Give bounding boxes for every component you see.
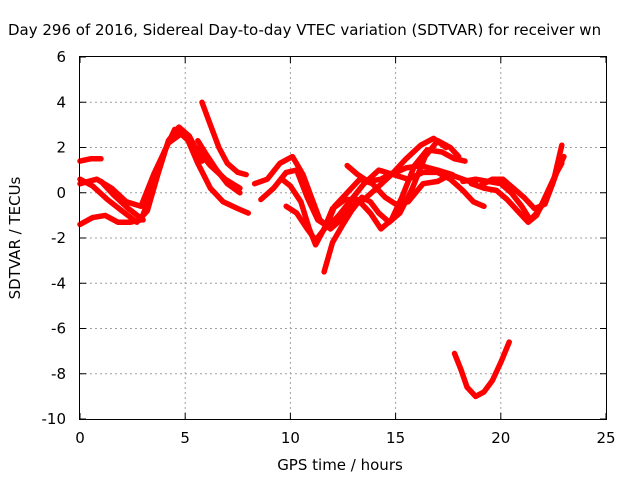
x-tick-label: 10 (281, 429, 300, 447)
x-tick-label: 15 (386, 429, 405, 447)
series-track-11 (283, 171, 479, 244)
y-tick-label: 4 (56, 93, 66, 111)
series-track-2 (77, 156, 104, 164)
x-tick-labels: 0 5 10 15 20 25 (75, 429, 615, 447)
y-tick-label: 0 (56, 184, 66, 202)
series-track-13 (344, 135, 449, 185)
y-tick-label: 2 (56, 139, 66, 157)
y-tick-label: -2 (51, 229, 66, 247)
series-track-4 (77, 124, 205, 225)
series-track-6 (199, 99, 249, 178)
x-tick-label: 25 (596, 429, 615, 447)
chart-title: Day 296 of 2016, Sidereal Day-to-day VTE… (8, 21, 601, 39)
y-tick-label: -4 (51, 274, 66, 292)
y-tick-labels: -10 -8 -6 -4 -2 0 2 4 6 (42, 48, 67, 428)
y-tick-label: -10 (42, 410, 67, 428)
y-axis-label: SDTVAR / TECUs (6, 176, 24, 299)
y-tick-label: -8 (51, 365, 66, 383)
series-track-12 (321, 137, 462, 275)
plot-frame (79, 56, 607, 420)
x-tick-label: 20 (491, 429, 510, 447)
data-series (77, 99, 567, 400)
series-track-17 (451, 339, 512, 400)
y-tick-label: -6 (51, 320, 66, 338)
y-tick-label: 6 (56, 48, 66, 66)
x-tick-label: 5 (180, 429, 190, 447)
grid-lines (80, 57, 606, 419)
series-track-16 (477, 142, 565, 212)
x-axis-label: GPS time / hours (277, 456, 403, 474)
series-track-9 (258, 167, 487, 230)
series-track-7 (195, 137, 243, 196)
x-tick-label: 0 (75, 429, 85, 447)
series-track-5 (98, 178, 146, 223)
axis-ticks (79, 56, 607, 420)
